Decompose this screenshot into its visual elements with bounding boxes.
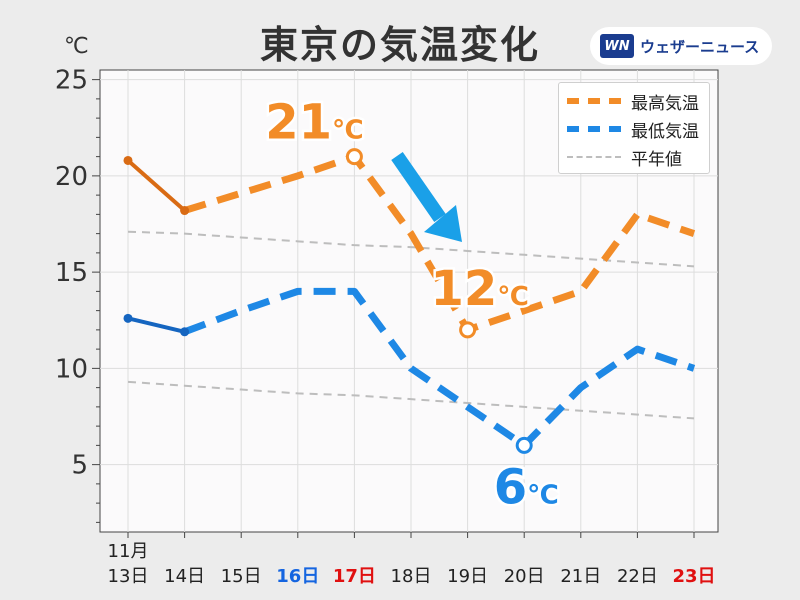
- x-tick-label: 22日: [617, 566, 658, 587]
- data-point-min: [180, 327, 190, 337]
- x-tick-label: 16日: [276, 566, 319, 587]
- y-tick-label: 10: [55, 354, 88, 384]
- annotation-label-max: 21℃: [265, 95, 363, 151]
- annotation-unit: ℃: [497, 282, 528, 312]
- series-line-max-observed: [126, 158, 187, 213]
- data-point-min: [123, 313, 133, 323]
- y-tick-label: 25: [55, 66, 88, 96]
- x-tick-label: 20日: [504, 566, 545, 587]
- series-line-min-forecast: [183, 287, 696, 449]
- trend-arrow-shaft: [391, 152, 446, 222]
- legend-item-min: 最低気温: [559, 115, 709, 143]
- series-line-normal_min: [127, 380, 695, 420]
- annotation-marker-max: [345, 148, 363, 166]
- x-tick-label: 21日: [560, 566, 601, 587]
- y-tick-label: 5: [71, 451, 88, 481]
- x-tick-label: 23日: [672, 566, 715, 587]
- legend-label-max: 最高気温: [631, 93, 699, 114]
- legend-swatch-min: [567, 126, 621, 132]
- legend-swatch-normal: [567, 156, 621, 158]
- annotation-unit: ℃: [332, 116, 363, 146]
- x-tick-label: 13日: [108, 566, 149, 587]
- series-line-max-forecast: [183, 153, 696, 334]
- data-point-max: [180, 206, 190, 216]
- annotation-marker-max: [459, 321, 477, 339]
- data-point-max: [123, 155, 133, 165]
- series-line-normal_max: [127, 230, 695, 268]
- y-tick-label: 15: [55, 258, 88, 288]
- x-tick-label: 18日: [391, 566, 432, 587]
- legend-item-normal: 平年値: [559, 143, 709, 171]
- y-unit-label: ℃: [64, 34, 89, 59]
- weathernews-logo-icon: WN: [600, 34, 634, 58]
- legend-label-min: 最低気温: [631, 121, 699, 142]
- brand-name: ウェザーニュース: [640, 37, 760, 56]
- x-tick-label: 17日: [333, 566, 376, 587]
- annotation-unit: ℃: [527, 480, 558, 510]
- x-month-label: 11月: [108, 541, 149, 562]
- x-tick-label: 19日: [447, 566, 488, 587]
- annotation-marker-min: [515, 436, 533, 454]
- annotation-label-max: 12℃: [430, 261, 528, 317]
- brand-badge: WN ウェザーニュース: [590, 27, 772, 65]
- legend-label-normal: 平年値: [631, 149, 682, 170]
- x-tick-label: 14日: [164, 566, 205, 587]
- legend: 最高気温 最低気温 平年値: [558, 82, 710, 174]
- chart-title: 東京の気温変化: [259, 23, 540, 67]
- series-line-min-observed: [126, 316, 187, 334]
- legend-swatch-max: [567, 98, 621, 104]
- trend-arrow-head: [424, 205, 462, 242]
- x-tick-label: 15日: [221, 566, 262, 587]
- y-tick-label: 20: [55, 162, 88, 192]
- legend-item-max: 最高気温: [559, 87, 709, 115]
